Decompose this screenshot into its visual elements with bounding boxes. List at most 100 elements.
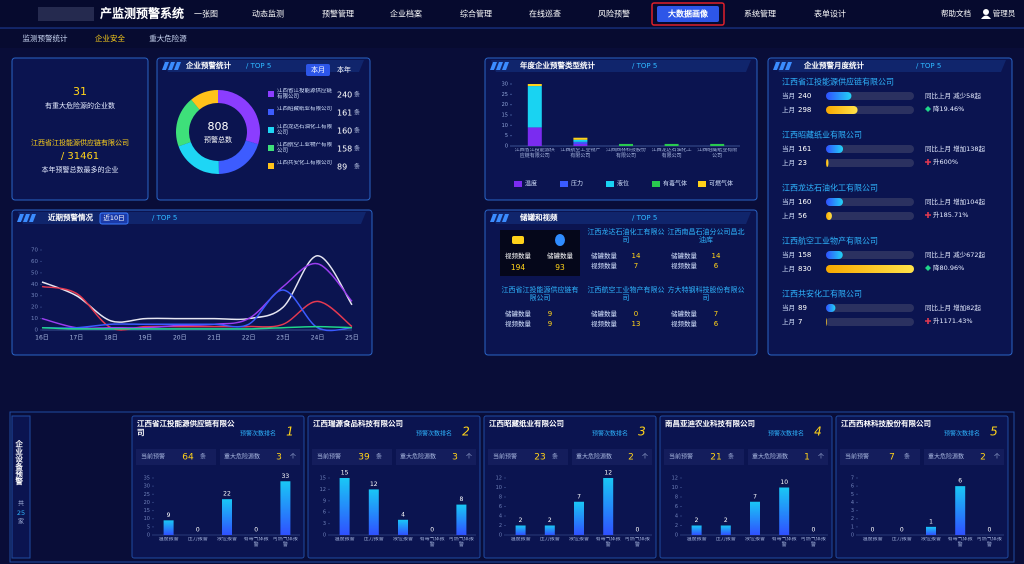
label: 当前预警 — [317, 453, 341, 461]
sub-nav-item[interactable]: 监测预警统计 — [23, 33, 68, 43]
label: 视频数量 — [671, 319, 698, 328]
current-count: 23 — [534, 453, 545, 463]
nav-item[interactable]: 系统管理 — [744, 9, 776, 19]
label: 个 — [818, 454, 824, 461]
y-tick-label: 15 — [144, 508, 150, 514]
y-tick-label: 6 — [323, 510, 326, 516]
nav-item[interactable]: 一张图 — [194, 10, 218, 19]
hazard-count: 2 — [980, 453, 986, 463]
nav-item[interactable]: 动态监测 — [252, 9, 284, 19]
user-menu[interactable]: 管理员 — [993, 8, 1016, 18]
y-tick-label: 6 — [851, 484, 854, 490]
y-tick-label: 10 — [496, 485, 502, 491]
value-label: 0 — [871, 527, 875, 534]
label: 储罐数量 — [547, 251, 574, 260]
rank: 5 — [990, 425, 998, 439]
y-tick-label: 12 — [496, 476, 502, 482]
y-tick-label: 6 — [675, 504, 678, 510]
label: 重大危险源数 — [752, 453, 788, 461]
bar-track — [826, 318, 914, 326]
text-box: 压力报警 — [540, 537, 560, 542]
value-label: 12 — [370, 481, 378, 488]
nav-item[interactable]: 预警管理 — [322, 9, 354, 19]
y-tick-label: 5 — [147, 524, 150, 530]
legend-label: 江西共安化工有限公司 — [277, 160, 333, 166]
legend-label: 江西省江投能源供应链有限公司 — [277, 88, 333, 101]
label: 重大危险源数 — [400, 453, 436, 461]
tank-count: 9 — [548, 310, 552, 318]
tab[interactable]: 本年 — [337, 65, 351, 74]
text-box: 液位报警 — [921, 537, 941, 542]
y-tick-label: 20 — [31, 305, 38, 311]
hazard-count: 2 — [628, 453, 634, 463]
stacked-bar — [619, 143, 633, 146]
bar — [826, 304, 836, 312]
label: 视频数量 — [505, 319, 532, 328]
y-tick-label: 4 — [675, 514, 678, 520]
stat-box — [312, 449, 392, 465]
y-tick-label: 25 — [502, 92, 508, 98]
x-tick-label: 有毒气体报警 — [419, 537, 445, 548]
nav-item[interactable]: 表单设计 — [814, 9, 846, 19]
x-tick-label: 温度报警 — [862, 537, 883, 542]
company-name: 江西昭藏纸业有限公司 — [782, 130, 862, 140]
bar — [750, 501, 760, 535]
label: 条 — [904, 453, 910, 461]
label: 条 — [376, 453, 382, 461]
label: 预警次数排名 — [592, 430, 628, 438]
tank-count: 14 — [712, 252, 721, 260]
value-label: 12 — [604, 470, 612, 477]
value-label: 0 — [987, 527, 991, 534]
nav-item[interactable]: 在线巡查 — [529, 9, 561, 19]
bar — [720, 525, 731, 535]
x-tick-label: 19日 — [139, 335, 153, 342]
current-value: 158 — [798, 251, 811, 259]
chevron — [490, 62, 497, 70]
sub-nav-item[interactable]: 重大危险源 — [149, 33, 187, 43]
bar — [398, 519, 408, 535]
y-tick-label: 2 — [675, 523, 678, 529]
panel-title: 企业预警统计 — [185, 60, 231, 70]
label: 共 — [18, 500, 24, 508]
label: 家 — [18, 518, 24, 526]
value-label: 1 — [929, 518, 933, 525]
x-tick-label: 18日 — [104, 335, 118, 342]
text-box: 可燃气体报警 — [624, 537, 650, 548]
y-tick-label: 8 — [675, 495, 678, 501]
label: 条 — [552, 453, 558, 461]
label: 预警总数 — [204, 135, 232, 144]
panel-subtitle: / TOP 5 — [632, 62, 657, 70]
chevron — [168, 62, 175, 70]
x-tick-label: 可燃气体报警 — [624, 537, 650, 548]
label: 视频数量 — [591, 261, 618, 270]
bar — [926, 526, 936, 535]
help-link[interactable]: 帮助文档 — [941, 8, 971, 18]
nav-item[interactable]: 风险预警 — [598, 9, 630, 19]
nav-item[interactable]: 企业档案 — [390, 9, 422, 19]
company-name: 江西南昌石油分公司昌北油库 — [667, 228, 745, 245]
bar — [826, 159, 829, 167]
bar-track — [826, 304, 914, 312]
x-tick-label: 温度报警 — [334, 537, 355, 542]
y-tick-label: 0 — [505, 144, 508, 150]
last-value: 298 — [798, 106, 811, 114]
legend-swatch — [652, 181, 660, 187]
panel-title: 近期预警情况 — [48, 212, 93, 222]
label: 条 — [354, 163, 360, 171]
nav-item[interactable]: 大数据画像 — [668, 9, 709, 19]
stacked-bar — [573, 141, 588, 144]
y-tick-label: 50 — [31, 270, 38, 276]
bar — [691, 525, 702, 535]
tab[interactable]: 本月 — [311, 65, 325, 74]
nav-item[interactable]: 综合管理 — [460, 9, 492, 19]
active-nav-bg — [657, 6, 719, 22]
x-tick-label: 可燃气体报警 — [448, 537, 474, 548]
x-tick-label: 22日 — [242, 335, 256, 342]
change: 同比上月 减少58起 — [925, 91, 981, 100]
sub-nav-item[interactable]: 企业安全 — [95, 33, 125, 43]
panel-title: 企业预警月度统计 — [803, 60, 864, 70]
stat-box — [664, 449, 744, 465]
bar — [603, 478, 614, 535]
label: 条 — [354, 109, 360, 117]
